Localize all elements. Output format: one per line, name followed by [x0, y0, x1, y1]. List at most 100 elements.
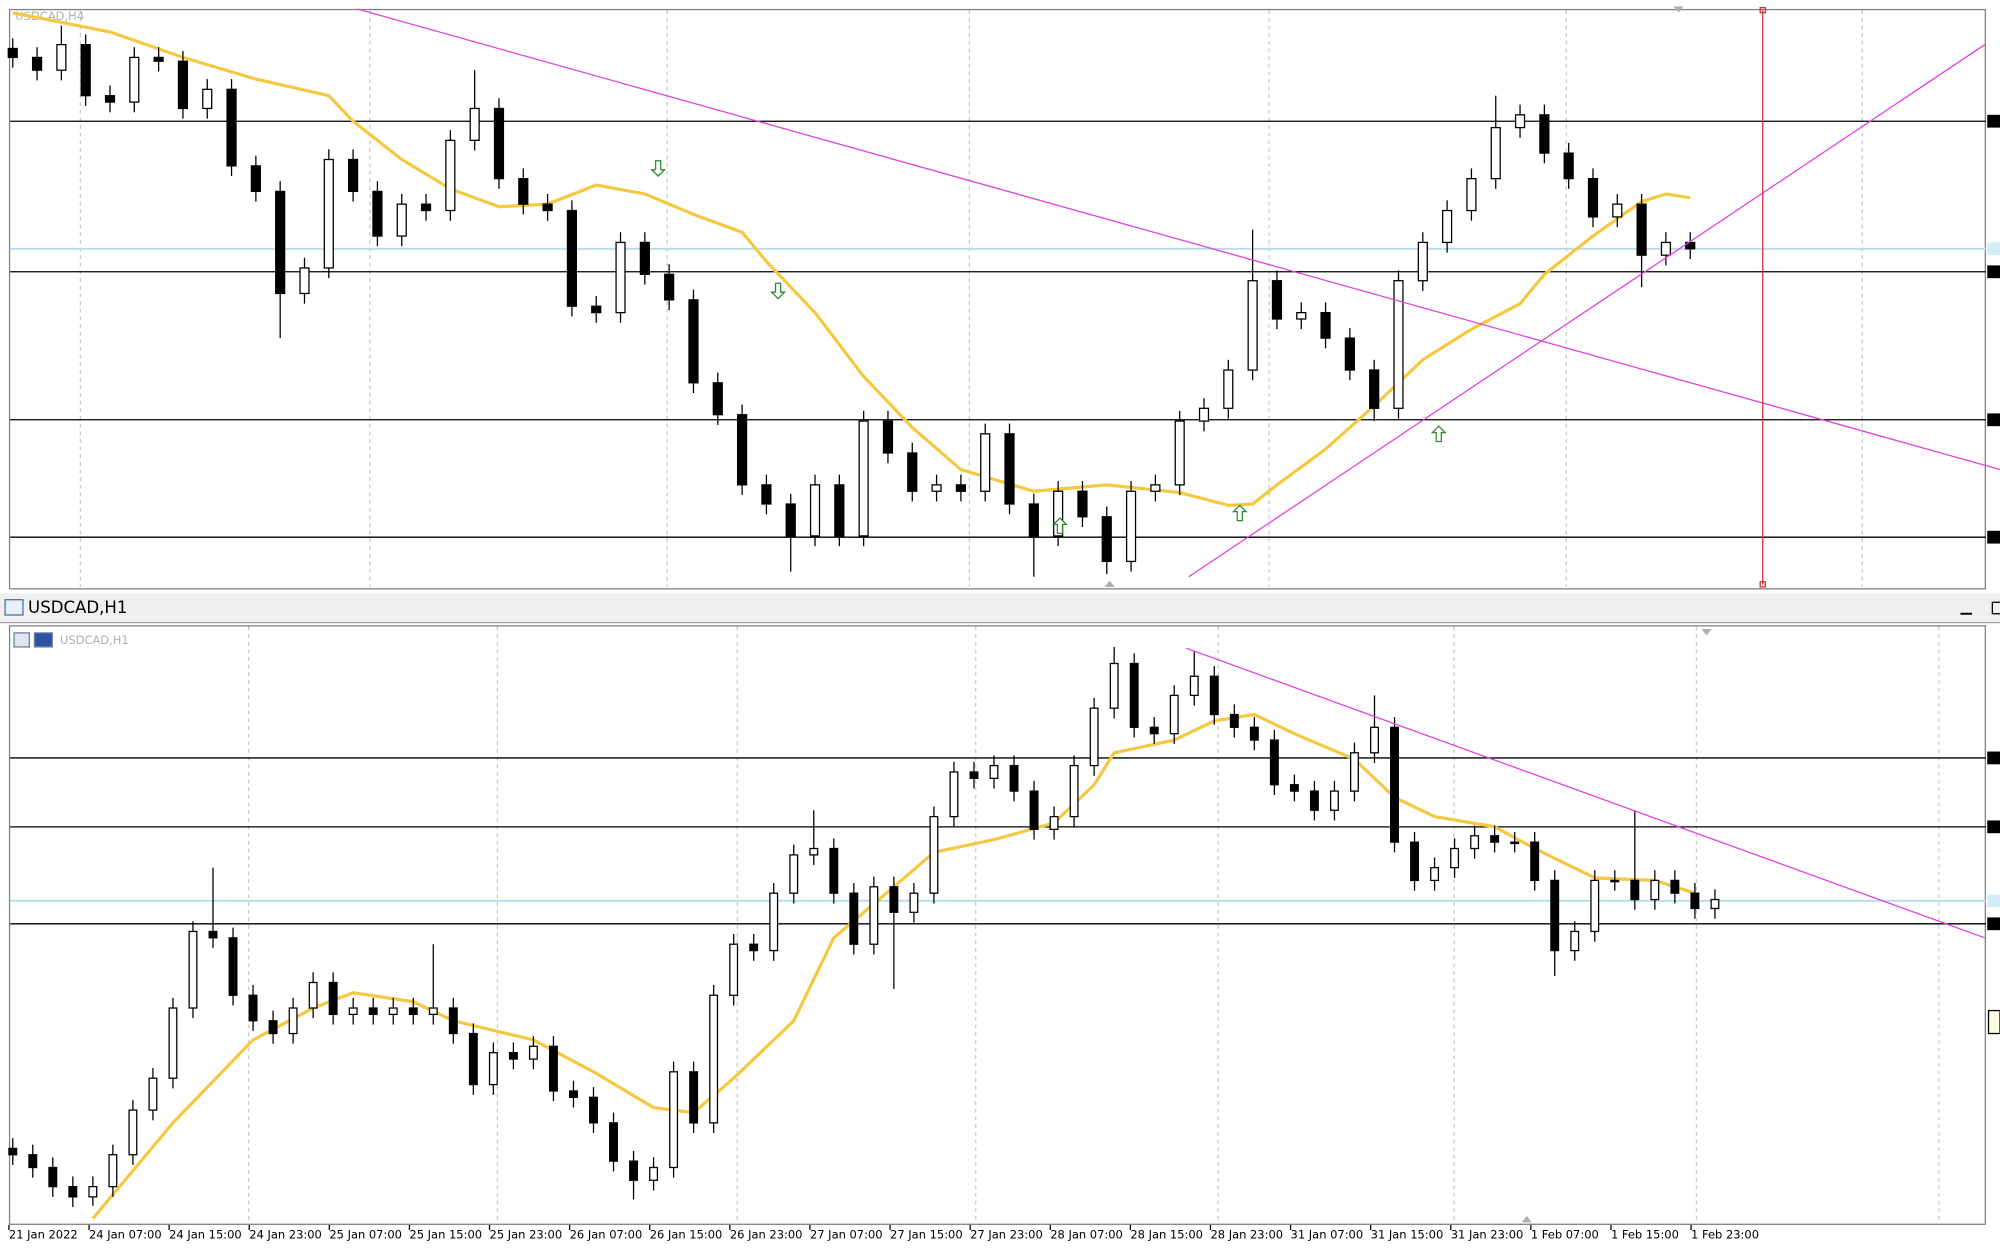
bottom-chart-label: USDCAD,H1: [60, 633, 129, 647]
side-button[interactable]: [1987, 1009, 2000, 1035]
candle-body: [348, 1007, 358, 1016]
shift-marker: [1673, 6, 1684, 13]
candle-body: [1109, 662, 1119, 709]
toolbar-icon[interactable]: [13, 632, 30, 648]
candle-body: [1430, 867, 1440, 882]
candle-body: [1149, 726, 1159, 735]
candle-body: [208, 930, 218, 939]
candle-body: [1198, 407, 1210, 422]
top-chart-frame: [8, 8, 1986, 590]
candle-body: [8, 1147, 18, 1156]
candle-body: [148, 1077, 158, 1111]
x-tick-label: 28 Jan 07:00: [1050, 1228, 1123, 1242]
candle-body: [202, 88, 213, 110]
candle-body: [1004, 433, 1015, 505]
candle-body: [1590, 879, 1600, 933]
x-tick-label: 25 Jan 07:00: [329, 1228, 402, 1242]
x-tick-label: 26 Jan 23:00: [730, 1228, 803, 1242]
candle-body: [609, 1122, 618, 1162]
candle-body: [1570, 930, 1580, 952]
candle-body: [1129, 662, 1139, 728]
top-chart: [7, 11, 2000, 577]
candle-body: [1271, 280, 1283, 320]
candle-body: [68, 1186, 78, 1198]
candle-body: [226, 88, 237, 167]
x-tick-label: 1 Feb 15:00: [1611, 1228, 1679, 1242]
top-chart-label: USDCAD,H4: [15, 9, 84, 23]
x-tick-label: 1 Feb 07:00: [1531, 1228, 1599, 1242]
candle-body: [1370, 726, 1379, 754]
candle-body: [1289, 784, 1299, 792]
candle-body: [1089, 707, 1099, 767]
candle-body: [1450, 847, 1460, 869]
candle-body: [104, 95, 116, 103]
x-tick-label: 26 Jan 07:00: [570, 1228, 643, 1242]
sell-arrow: [650, 160, 667, 177]
candle-body: [1223, 369, 1234, 409]
candle-body: [368, 1007, 378, 1016]
candle-body: [736, 414, 748, 486]
candle-body: [909, 892, 919, 913]
sell-arrow: [770, 282, 786, 300]
candle-body: [1710, 898, 1720, 910]
candle-body: [591, 305, 602, 314]
candle-body: [153, 56, 164, 62]
candle-body: [1028, 503, 1039, 537]
bid-price-tag: [1987, 242, 2000, 256]
x-tick-label: 1 Feb 23:00: [1691, 1228, 1759, 1242]
x-tick-label: 25 Jan 23:00: [490, 1228, 563, 1242]
candle-body: [1249, 726, 1259, 741]
window-title: USDCAD,H1: [28, 598, 127, 617]
x-tick-label: 24 Jan 07:00: [89, 1228, 162, 1242]
candle-body: [1490, 835, 1500, 843]
candle-body: [688, 299, 699, 384]
candle-body: [129, 56, 140, 103]
candle-body: [1169, 694, 1179, 735]
candle-body: [1269, 739, 1279, 786]
candle-body: [488, 1052, 498, 1086]
candle-body: [1049, 815, 1059, 831]
x-tick-label: 25 Jan 15:00: [409, 1228, 482, 1242]
candle-body: [761, 484, 772, 505]
candle-body: [849, 892, 859, 945]
candle-body: [969, 771, 979, 779]
candle-body: [1069, 764, 1079, 818]
candle-body: [931, 484, 942, 492]
candle-body: [809, 484, 821, 537]
candle-body: [518, 177, 529, 205]
candle-body: [712, 382, 723, 416]
candle-body: [1530, 841, 1540, 882]
candle-body: [1369, 369, 1380, 409]
window-titlebar[interactable]: [0, 593, 2000, 623]
candle-body: [1650, 879, 1660, 901]
trendline: [356, 8, 2000, 471]
candle-body: [1470, 835, 1480, 850]
line-handle: [1759, 581, 1766, 588]
candle-body: [709, 994, 719, 1124]
line-handle: [1759, 7, 1766, 14]
level-price-tag: [1987, 265, 2000, 279]
candle-body: [80, 44, 91, 97]
candle-body: [275, 190, 286, 295]
trendline: [1188, 44, 1986, 578]
candle-body: [569, 1090, 578, 1098]
candle-body: [1101, 516, 1112, 563]
candle-body: [348, 158, 359, 193]
candle-body: [1690, 892, 1700, 910]
trendline: [1186, 647, 1985, 939]
candle-body: [1393, 280, 1404, 409]
candle-body: [508, 1052, 518, 1060]
candle-body: [882, 420, 894, 454]
candle-body: [108, 1154, 118, 1188]
buy-arrow: [1052, 517, 1068, 534]
toolbar-icon[interactable]: [33, 632, 53, 648]
candle-body: [869, 886, 879, 945]
candle-body: [949, 771, 959, 818]
restore-button[interactable]: [1991, 601, 2000, 615]
candle-body: [408, 1007, 418, 1016]
bid-price-tag: [1987, 894, 2000, 908]
candle-body: [328, 981, 338, 1016]
level-price-tag: [1987, 530, 2000, 544]
candle-body: [1660, 241, 1672, 256]
